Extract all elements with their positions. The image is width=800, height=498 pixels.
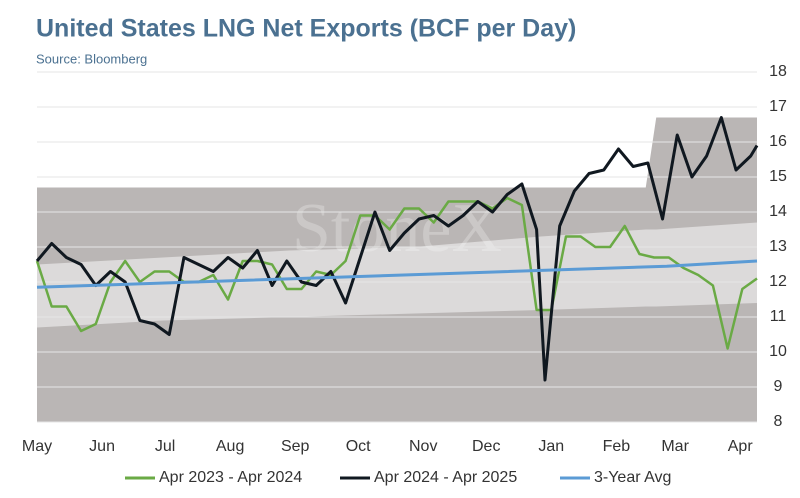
legend-item: Apr 2023 - Apr 2024: [125, 469, 302, 486]
series-line: [36, 259, 758, 289]
y-tick-label: 18: [769, 63, 787, 80]
y-tick-label: 8: [774, 413, 783, 430]
y-tick-label: 9: [774, 378, 783, 395]
x-tick-label: Jan: [538, 438, 564, 455]
y-tick-label: 13: [769, 238, 787, 255]
y-tick-label: 11: [770, 308, 787, 325]
series-line: [35, 196, 758, 350]
legend-item: Apr 2024 - Apr 2025: [340, 469, 517, 486]
y-tick-label: 14: [769, 203, 787, 220]
x-tick-label: Jul: [155, 438, 175, 455]
y-tick-label: 17: [769, 98, 787, 115]
legend-label: 3-Year Avg: [594, 469, 671, 486]
watermark: StoneX: [292, 190, 502, 267]
chart-subtitle: Source: Bloomberg: [36, 51, 147, 66]
x-tick-label: May: [22, 438, 52, 455]
x-tick-label: Oct: [346, 438, 371, 455]
y-tick-label: 10: [769, 343, 787, 360]
x-tick-label: Nov: [409, 438, 437, 455]
y-tick-label: 16: [769, 133, 787, 150]
y-tick-label: 15: [769, 168, 787, 185]
x-tick-label: Sep: [281, 438, 310, 455]
x-tick-label: Jun: [89, 438, 115, 455]
x-tick-label: Mar: [661, 438, 689, 455]
legend-item: 3-Year Avg: [560, 469, 671, 486]
y-tick-label: 12: [769, 273, 787, 290]
x-tick-label: Feb: [603, 438, 631, 455]
legend-label: Apr 2024 - Apr 2025: [374, 469, 517, 486]
x-tick-label: Dec: [472, 438, 500, 455]
series-line: [35, 116, 759, 382]
chart-title: United States LNG Net Exports (BCF per D…: [36, 15, 576, 43]
x-tick-label: Aug: [216, 438, 244, 455]
x-tick-label: Apr: [728, 438, 754, 455]
legend-label: Apr 2023 - Apr 2024: [159, 469, 302, 486]
